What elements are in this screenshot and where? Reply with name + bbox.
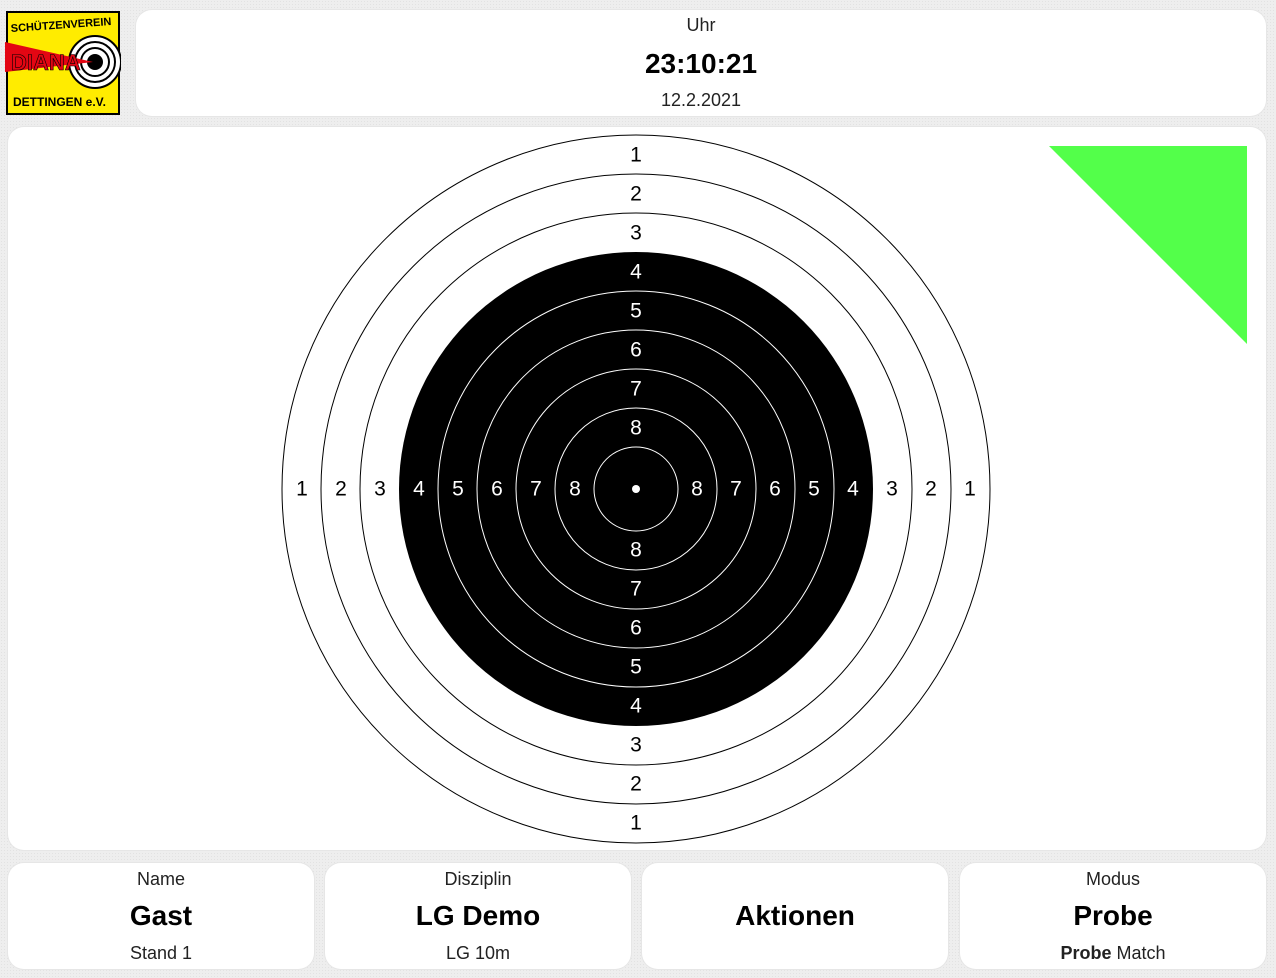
ring-label-3-right: 3 [886, 478, 898, 501]
ring-label-5-top: 5 [630, 300, 642, 323]
ring-label-4-top: 4 [630, 261, 642, 284]
logo-text-diana: DIANA [11, 50, 81, 75]
target-center-dot [632, 485, 640, 493]
target-ring-8 [554, 407, 718, 571]
mode-value: Probe [1073, 900, 1153, 931]
shooting-target[interactable]: 1 1 1 1 2 2 2 2 3 3 3 3 4 4 4 4 5 5 5 5 6 6 6 6 7 7 7 7 8 8 8 8 [8, 127, 1266, 850]
ring-label-4-left: 4 [413, 478, 425, 501]
mode-card[interactable]: Modus Probe Probe Match [960, 863, 1266, 969]
ring-label-4-bottom: 4 [630, 695, 642, 718]
ring-label-5-bottom: 5 [630, 656, 642, 679]
ring-label-3-bottom: 3 [630, 734, 642, 757]
ring-label-6-left: 6 [491, 478, 503, 501]
discipline-card[interactable]: Disziplin LG Demo LG 10m [325, 863, 631, 969]
ring-label-4-right: 4 [847, 478, 859, 501]
discipline-sub: LG 10m [445, 943, 511, 963]
ring-label-1-right: 1 [964, 478, 976, 501]
ring-label-6-right: 6 [769, 478, 781, 501]
ring-label-1-left: 1 [296, 478, 308, 501]
target-ring-5 [437, 290, 835, 688]
name-card[interactable]: Name Gast Stand 1 [8, 863, 314, 969]
ring-label-3-left: 3 [374, 478, 386, 501]
target-ring-9 [593, 446, 679, 532]
ring-label-6-bottom: 6 [630, 617, 642, 640]
discipline-label: Disziplin [444, 869, 512, 889]
clock-card: Uhr 23:10:21 12.2.2021 [136, 10, 1266, 116]
mode-sub: Probe Match [960, 943, 1266, 964]
ring-label-7-top: 7 [630, 378, 642, 401]
discipline-value: LG Demo [415, 900, 541, 931]
ring-label-8-right: 8 [691, 478, 703, 501]
actions-button[interactable]: Aktionen [642, 863, 948, 969]
clock-time: 23:10:21 [644, 48, 758, 79]
ring-label-1-top: 1 [630, 144, 642, 167]
name-value: Gast [129, 900, 193, 931]
clock-date: 12.2.2021 [660, 90, 742, 110]
ring-label-7-bottom: 7 [630, 578, 642, 601]
target-ring-6 [476, 329, 796, 649]
ring-label-8-top: 8 [630, 417, 642, 440]
ring-label-7-right: 7 [730, 478, 742, 501]
target-card[interactable]: 1 1 1 1 2 2 2 2 3 3 3 3 4 4 4 4 5 5 5 5 6 6 6 6 7 7 7 7 8 8 8 8 [8, 127, 1266, 850]
ring-label-2-left: 2 [335, 478, 347, 501]
mode-option-match[interactable]: Match [1116, 943, 1166, 963]
actions-label: Aktionen [735, 900, 855, 931]
ring-label-2-right: 2 [925, 478, 937, 501]
club-logo: SCHÜTZENVEREIN DIANA DETTINGEN e.V. [5, 11, 121, 115]
name-label: Name [136, 869, 185, 889]
ring-label-2-bottom: 2 [630, 773, 642, 796]
status-indicator [1049, 146, 1247, 344]
mode-option-probe[interactable]: Probe [1060, 943, 1112, 963]
ring-label-7-left: 7 [530, 478, 542, 501]
ring-label-1-bottom: 1 [630, 812, 642, 835]
ring-label-3-top: 3 [630, 222, 642, 245]
ring-label-8-left: 8 [569, 478, 581, 501]
ring-label-6-top: 6 [630, 339, 642, 362]
stand-value: Stand 1 [129, 943, 193, 963]
logo-text-bottom: DETTINGEN e.V. [13, 95, 106, 109]
ring-label-8-bottom: 8 [630, 539, 642, 562]
mode-label: Modus [1085, 869, 1141, 889]
ring-label-5-right: 5 [808, 478, 820, 501]
ring-label-5-left: 5 [452, 478, 464, 501]
ring-label-2-top: 2 [630, 183, 642, 206]
target-ring-7 [515, 368, 757, 610]
clock-label: Uhr [686, 15, 716, 35]
